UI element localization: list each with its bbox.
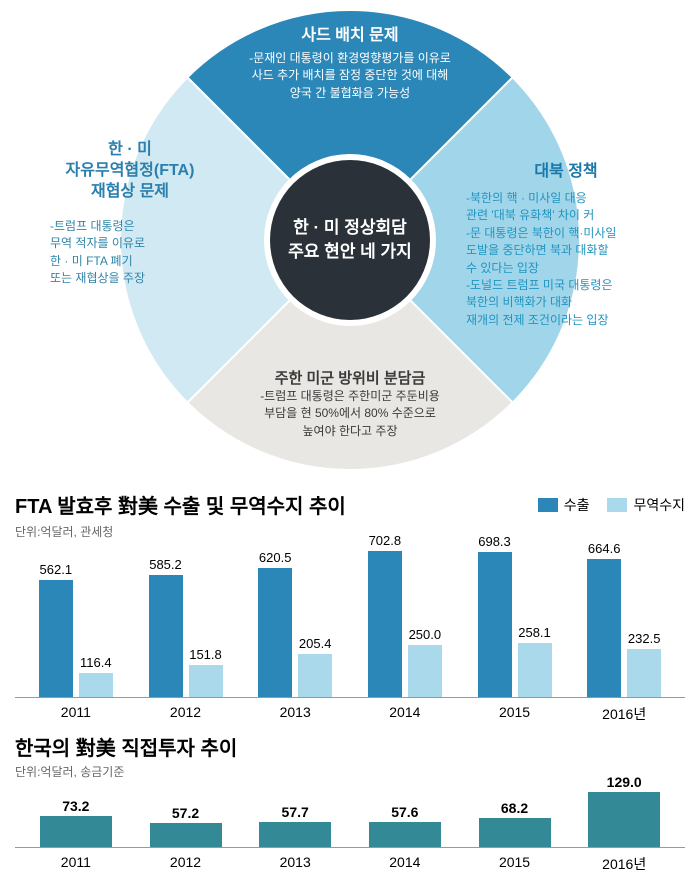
year-label: 2014	[350, 848, 460, 874]
chart1-year-labels: 201120122013201420152016년	[15, 698, 685, 724]
legend-swatch-export	[538, 498, 558, 512]
segment-top-title: 사드 배치 문제	[301, 26, 398, 47]
year-label: 2016년	[569, 848, 679, 874]
segment-left-title: 한 · 미자유무역협정(FTA)재협상 문제	[50, 140, 210, 202]
year-label: 2014	[350, 698, 460, 724]
export-trade-chart: FTA 발효후 對美 수출 및 무역수지 추이 수출 무역수지 단위:억달러, …	[15, 490, 685, 724]
bar-value: 57.2	[172, 805, 199, 821]
bar-value: 698.3	[478, 534, 511, 549]
year-label: 2013	[240, 698, 350, 724]
chart1-subtitle: 단위:억달러, 관세청	[15, 523, 685, 540]
chart1-bar: 562.1	[39, 580, 73, 697]
year-label: 2015	[460, 698, 570, 724]
chart2-bar: 57.6	[369, 822, 441, 847]
chart2-title: 한국의 對美 직접투자 추이	[15, 732, 685, 761]
bar-value: 702.8	[369, 533, 402, 548]
bar-value: 151.8	[189, 647, 222, 662]
chart1-title: FTA 발효후 對美 수출 및 무역수지 추이	[15, 490, 346, 519]
summit-issues-donut: 한 · 미 정상회담 주요 현안 네 가지 사드 배치 문제 -문재인 대통령이…	[120, 10, 580, 470]
chart1-bar: 698.3	[478, 552, 512, 697]
chart2-bar: 68.2	[479, 818, 551, 847]
chart2-year-labels: 201120122013201420152016년	[15, 848, 685, 874]
center-line1: 한 · 미 정상회담	[293, 218, 407, 237]
legend-export: 수출	[538, 495, 590, 515]
chart1-bar: 232.5	[627, 649, 661, 697]
chart1-bar: 620.5	[258, 568, 292, 697]
year-label: 2011	[21, 848, 131, 874]
legend-swatch-balance	[607, 498, 627, 512]
bar-value: 116.4	[80, 655, 112, 670]
segment-bottom-title: 주한 미군 방위비 분담금	[275, 369, 426, 389]
year-label: 2013	[240, 848, 350, 874]
legend-label-balance: 무역수지	[633, 495, 685, 515]
chart2-bar: 129.0	[588, 792, 660, 847]
chart2-bar: 73.2	[40, 816, 112, 847]
chart1-bars: 562.1116.4585.2151.8620.5205.4702.8250.0…	[15, 548, 685, 698]
year-label: 2012	[131, 698, 241, 724]
chart1-legend: 수출 무역수지	[538, 495, 685, 515]
investment-chart: 한국의 對美 직접투자 추이 단위:억달러, 송금기준 73.2 57.2 57.7…	[15, 732, 685, 874]
bar-value: 258.1	[518, 625, 551, 640]
chart1-bar: 585.2	[149, 575, 183, 697]
segment-top-body: -문재인 대통령이 환경영향평가를 이유로사드 추가 배치를 잠정 중단한 것에…	[205, 50, 495, 102]
year-label: 2016년	[569, 698, 679, 724]
year-label: 2011	[21, 698, 131, 724]
bar-value: 57.7	[282, 804, 309, 820]
segment-right-title: 대북 정책	[516, 162, 616, 183]
bar-value: 620.5	[259, 550, 292, 565]
legend-label-export: 수출	[564, 495, 590, 515]
year-label: 2012	[131, 848, 241, 874]
bar-value: 68.2	[501, 800, 528, 816]
bar-value: 57.6	[391, 804, 418, 820]
chart1-bar: 702.8	[368, 551, 402, 697]
bar-value: 73.2	[62, 798, 89, 814]
bar-value: 562.1	[40, 562, 73, 577]
bar-value: 585.2	[149, 557, 182, 572]
chart1-bar: 205.4	[298, 654, 332, 697]
chart1-bar: 151.8	[189, 665, 223, 697]
chart2-bar: 57.7	[259, 822, 331, 847]
chart2-subtitle: 단위:억달러, 송금기준	[15, 763, 685, 780]
bar-value: 250.0	[409, 627, 442, 642]
bar-value: 232.5	[628, 631, 661, 646]
year-label: 2015	[460, 848, 570, 874]
chart1-bar: 116.4	[79, 673, 113, 697]
donut-center-label: 한 · 미 정상회담 주요 현안 네 가지	[270, 160, 430, 320]
chart2-bar: 57.2	[150, 823, 222, 848]
bar-value: 205.4	[299, 636, 332, 651]
segment-bottom-body: -트럼프 대통령은 주한미군 주둔비용부담을 현 50%에서 80% 수준으로높…	[210, 388, 490, 440]
chart1-bar: 250.0	[408, 645, 442, 697]
segment-right-body: -북한의 핵 · 미사일 대응관련 '대북 유화책' 차이 커-문 대통령은 북…	[466, 190, 656, 329]
legend-balance: 무역수지	[607, 495, 685, 515]
chart2-bars: 73.2 57.2 57.7 57.6 68.2 129.0	[15, 788, 685, 848]
bar-value: 664.6	[588, 541, 621, 556]
center-line2: 주요 현안 네 가지	[288, 242, 412, 261]
chart1-bar: 664.6	[587, 559, 621, 697]
bar-value: 129.0	[607, 774, 642, 790]
segment-left-body: -트럼프 대통령은무역 적자를 이유로한 · 미 FTA 폐기또는 재협상을 주…	[50, 218, 220, 288]
chart1-bar: 258.1	[518, 643, 552, 697]
